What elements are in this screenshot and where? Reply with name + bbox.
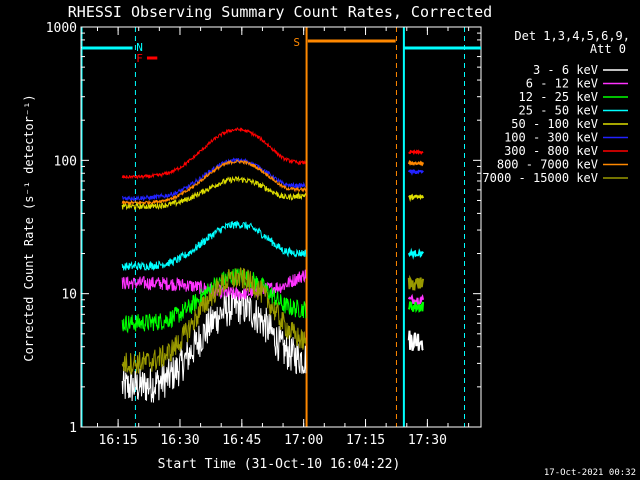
y-tick-label: 1 (69, 421, 77, 436)
series-line (121, 127, 306, 180)
series-line (121, 159, 307, 206)
legend-label: 6 - 12 keV (526, 77, 598, 91)
x-tick-label: 17:15 (346, 433, 385, 448)
series-line-fragment (407, 330, 424, 351)
legend-label: 300 - 800 keV (504, 144, 598, 158)
series-line-fragment (408, 193, 425, 203)
flare-flag-label: F (136, 52, 143, 65)
series-line-fragment (408, 149, 424, 155)
legend-header-attenuator: Att 0 (590, 42, 626, 56)
saa-flag-label: S (293, 36, 300, 49)
legend-label: 3 - 6 keV (533, 63, 598, 77)
legend-label: 12 - 25 keV (519, 90, 598, 104)
x-tick-label: 16:45 (222, 433, 261, 448)
x-tick-label: 17:30 (408, 433, 447, 448)
series-line (121, 175, 307, 211)
series-line (122, 157, 306, 202)
legend-header-detectors: Det 1,3,4,5,6,9, (514, 29, 630, 43)
legend-label: 25 - 50 keV (519, 104, 598, 118)
legend-label: 100 - 300 keV (504, 131, 598, 145)
y-tick-label: 100 (54, 154, 77, 169)
y-tick-label: 10 (61, 288, 77, 303)
series-line-fragment (407, 274, 425, 291)
series-line (121, 268, 307, 334)
x-axis-ticks: 16:15 16:30 16:45 17:00 17:15 17:30 (96, 27, 470, 448)
series-line-fragment (407, 301, 425, 314)
attenuator-flags: NF S (82, 36, 481, 65)
series-line-fragment (407, 159, 425, 167)
series-line-fragment (407, 293, 425, 306)
series-line-fragment (407, 247, 424, 260)
night-flag-label: N (136, 41, 143, 54)
x-tick-label: 16:15 (99, 433, 138, 448)
x-tick-label: 17:00 (284, 433, 323, 448)
chart-title: RHESSI Observing Summary Count Rates, Co… (68, 3, 492, 21)
x-tick-label: 16:30 (160, 433, 199, 448)
y-tick-label: 1000 (46, 21, 77, 36)
x-axis-label: Start Time (31-Oct-10 16:04:22) (158, 457, 401, 472)
chart-marks (81, 27, 466, 427)
plot-frame (80, 26, 482, 428)
series-line (121, 220, 307, 272)
series-line (121, 267, 307, 375)
footer-timestamp: 17-Oct-2021 00:32 (544, 468, 636, 478)
series-line-fragment (407, 169, 424, 176)
legend-label: 50 - 100 keV (511, 117, 598, 131)
y-axis-ticks: 1 10 100 1000 (46, 21, 481, 436)
series-line (121, 288, 307, 403)
legend-label: 7000 - 15000 keV (482, 171, 598, 185)
y-axis-label: Corrected Count Rate (s⁻¹ detector⁻¹) (22, 94, 36, 361)
legend-label: 800 - 7000 keV (497, 158, 598, 172)
